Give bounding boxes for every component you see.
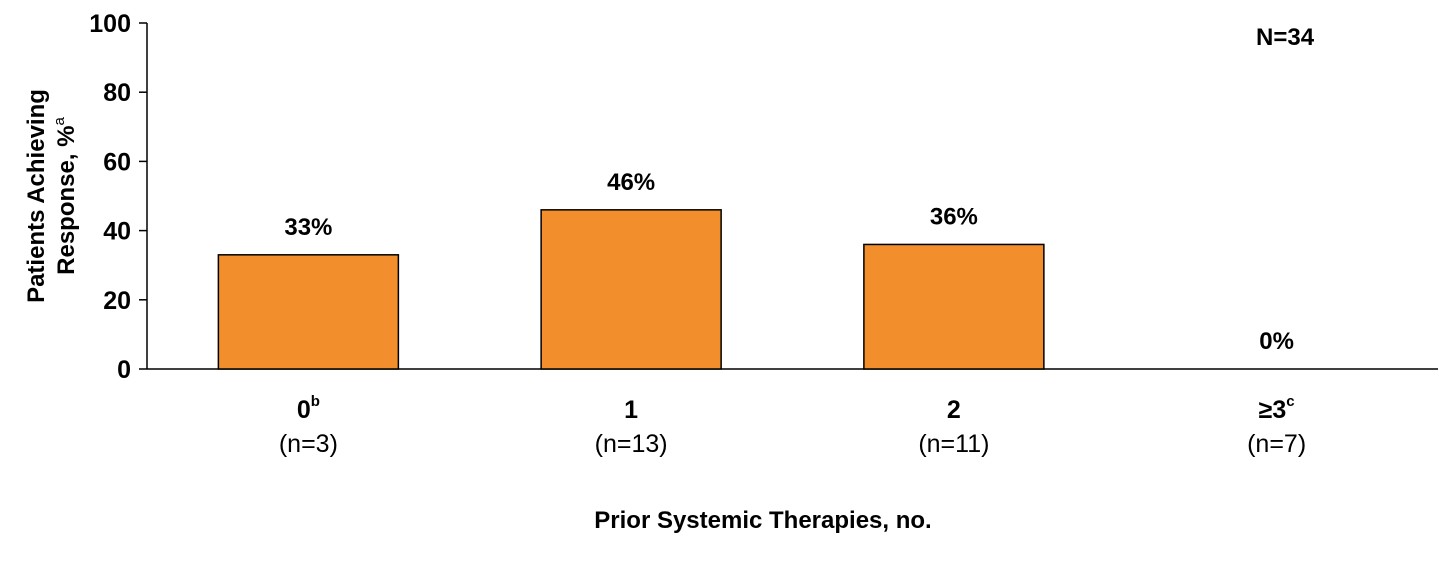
category-n-label: (n=13) [595, 430, 668, 458]
y-tick-label: 0 [117, 356, 131, 384]
bar [217, 254, 400, 370]
bar [863, 243, 1045, 370]
y-axis-title-line2: Response, %a [51, 116, 80, 274]
data-label: 0% [1259, 328, 1294, 355]
category-labels: 0b (n=3) 1 (n=13) 2 (n=11) ≥3c (n=7) [279, 393, 1306, 458]
y-tick-label: 100 [89, 10, 131, 38]
y-tick-label: 40 [103, 218, 131, 246]
y-axis-title-superscript: a [51, 116, 68, 125]
category-n-label: (n=11) [918, 430, 989, 458]
y-tick-label: 80 [103, 79, 131, 107]
category-label: 0b [297, 393, 320, 424]
x-axis-title: Prior Systemic Therapies, no. [594, 507, 931, 534]
data-label: 36% [930, 203, 978, 230]
y-tick-label: 60 [103, 148, 131, 176]
data-label: 33% [284, 214, 332, 241]
category-n-label: (n=7) [1247, 430, 1306, 458]
y-axis-label: Patients Achieving Response, %a [23, 89, 80, 303]
category-n-label: (n=3) [279, 430, 338, 458]
bars [217, 209, 1045, 370]
category-superscript: b [311, 393, 320, 410]
y-tick-label: 20 [103, 287, 131, 315]
category-label: ≥3c [1259, 393, 1295, 424]
y-axis-title-line1: Patients Achieving [23, 89, 50, 303]
bar [540, 209, 722, 370]
category-label: 2 [947, 396, 961, 424]
y-axis: 0 20 40 60 80 100 [89, 10, 148, 384]
data-labels: 33% 46% 36% 0% [284, 169, 1294, 355]
category-label: 1 [624, 396, 638, 424]
category-superscript: c [1286, 393, 1294, 410]
total-n-label: N=34 [1256, 24, 1315, 51]
data-label: 46% [607, 169, 655, 196]
